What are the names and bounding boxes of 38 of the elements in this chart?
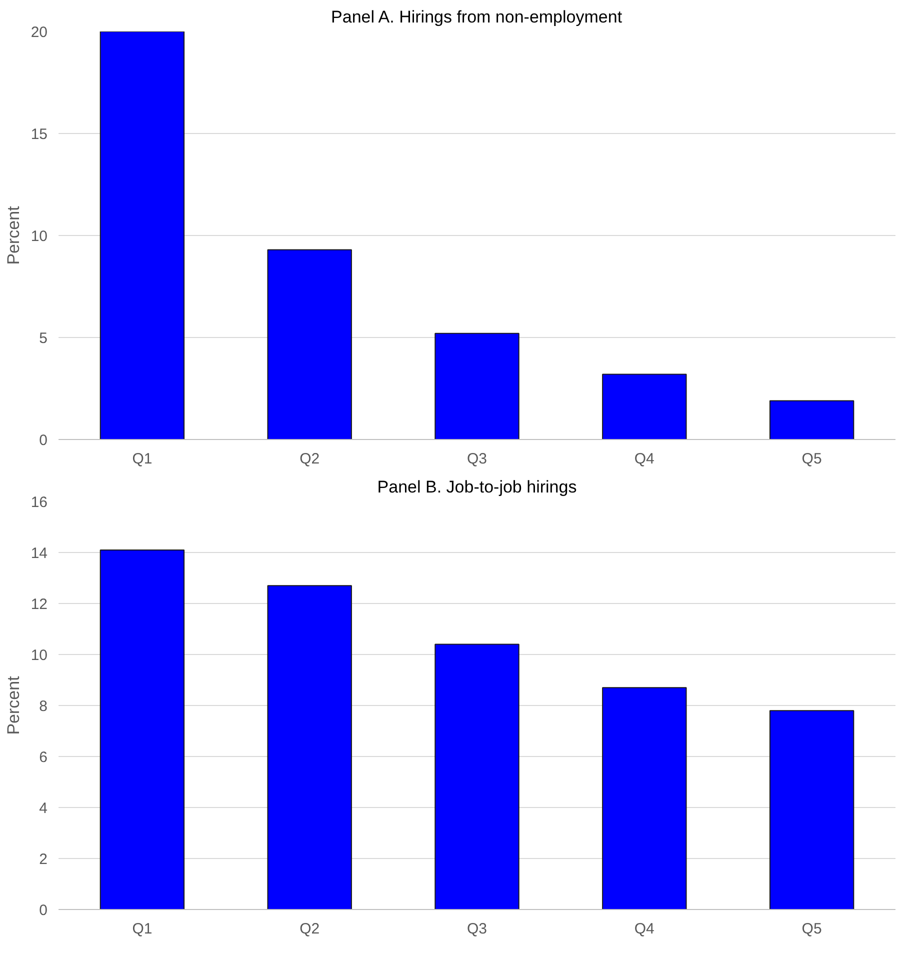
y-tick-label: 0: [39, 902, 48, 919]
bar: [602, 687, 687, 910]
x-tick-label: Q5: [802, 450, 822, 468]
chart-title: Panel A. Hirings from non-employment: [331, 8, 622, 26]
y-tick-label: 6: [39, 749, 48, 766]
y-axis-title: Percent: [4, 206, 23, 265]
y-tick-label: 0: [39, 432, 48, 449]
y-tick-label: 4: [39, 800, 48, 817]
x-tick-label: Q1: [132, 920, 152, 938]
bar: [769, 400, 854, 440]
bar: [267, 249, 352, 440]
y-tick-label: 5: [39, 330, 48, 347]
bar: [100, 549, 185, 910]
bar: [267, 585, 352, 910]
bar: [602, 374, 687, 440]
x-tick-label: Q5: [802, 920, 822, 938]
x-tick-label: Q2: [300, 450, 320, 468]
y-tick-label: 14: [30, 545, 48, 562]
x-tick-label: Q4: [634, 920, 654, 938]
chart-title: Panel B. Job-to-job hirings: [377, 478, 577, 496]
y-tick-label: 16: [30, 494, 48, 511]
y-tick-label: 12: [30, 596, 48, 613]
x-tick-label: Q4: [634, 450, 654, 468]
x-tick-label: Q3: [466, 920, 488, 938]
y-tick-label: 10: [30, 647, 48, 664]
y-tick-label: 2: [39, 851, 48, 868]
bar: [769, 710, 854, 910]
bar: [100, 32, 185, 440]
x-tick-label: Q2: [300, 920, 320, 938]
x-tick-label: Q3: [466, 450, 488, 468]
bar: [434, 644, 520, 910]
y-tick-label: 20: [30, 24, 48, 41]
y-tick-label: 10: [30, 228, 48, 245]
x-tick-label: Q1: [132, 450, 152, 468]
y-tick-label: 8: [39, 698, 48, 715]
y-tick-label: 15: [30, 126, 48, 143]
y-axis-title: Percent: [4, 676, 23, 735]
bar: [434, 332, 520, 440]
